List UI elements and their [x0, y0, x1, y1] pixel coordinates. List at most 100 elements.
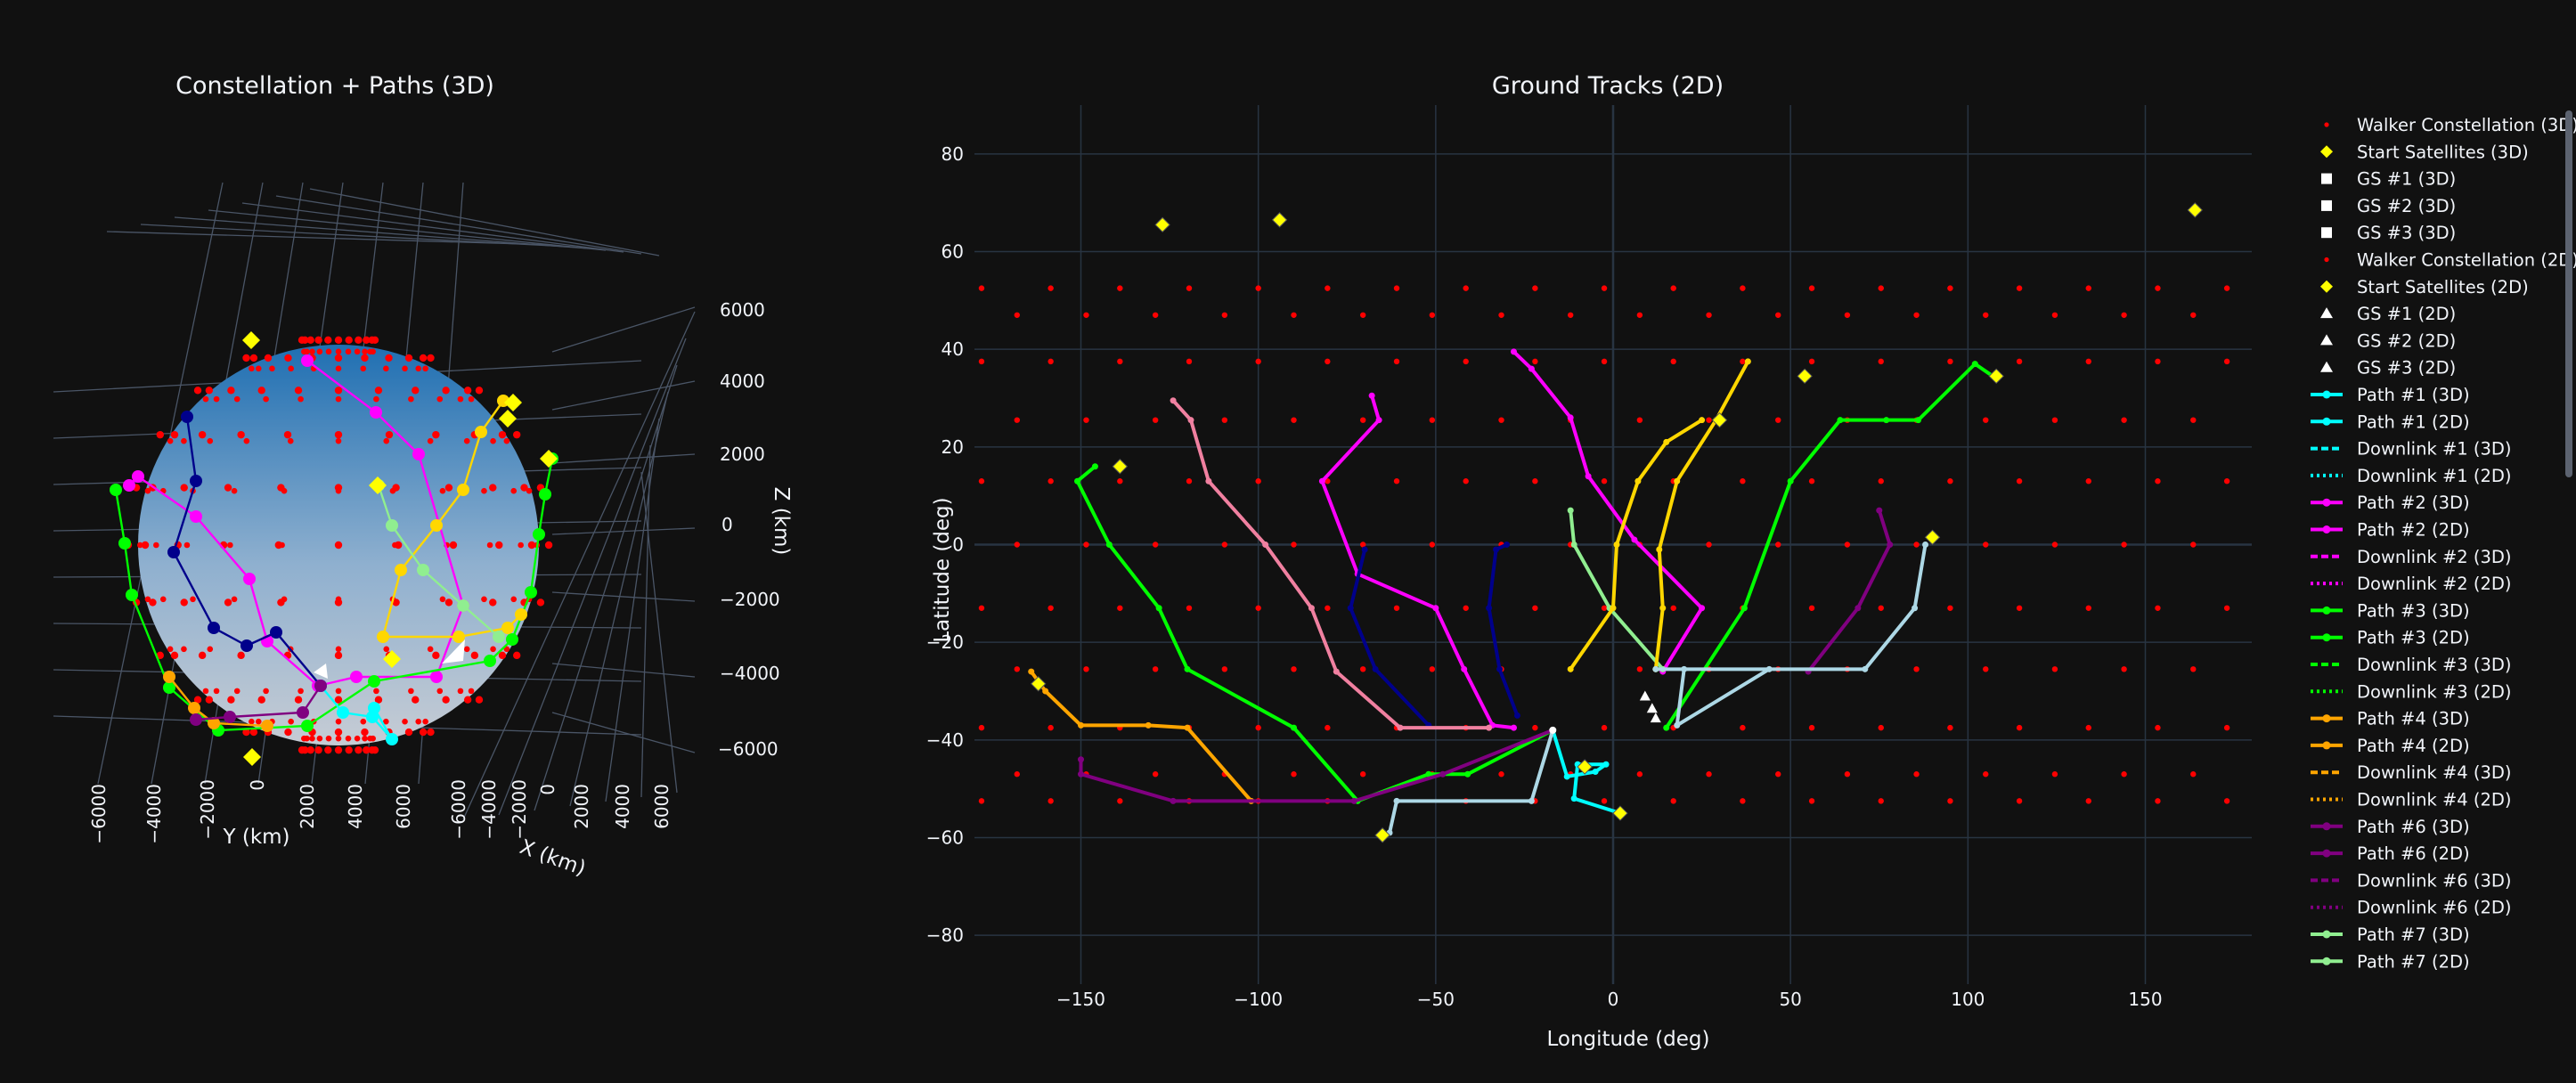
walker-satellite-3d [449, 541, 458, 550]
start-satellite-3d [243, 748, 261, 766]
start-satellite-marker [1154, 216, 1170, 233]
walker-satellite [2223, 478, 2230, 484]
walker-satellite [2155, 285, 2161, 291]
legend-item[interactable]: Path #1 (3D) [2311, 385, 2470, 405]
legend-item[interactable]: Downlink #3 (2D) [2311, 681, 2512, 702]
legend-item[interactable]: Downlink #6 (3D) [2311, 870, 2512, 891]
path-node [1291, 724, 1297, 731]
legend[interactable]: Walker Constellation (3D) Start Satellite… [2311, 110, 2576, 972]
walker-satellite-3d [306, 336, 314, 345]
path-node [1333, 668, 1340, 675]
walker-satellite [1083, 417, 1089, 423]
walker-satellite [1983, 771, 1989, 778]
walker-satellite-3d [404, 354, 413, 362]
walker-satellite-3d [242, 354, 250, 362]
legend-item[interactable]: GS #2 (2D) [2320, 330, 2456, 351]
path-node [1439, 770, 1447, 778]
walker-satellite-3d [363, 336, 371, 345]
walker-satellite-3d [237, 430, 245, 439]
walker-satellite [1706, 771, 1712, 778]
walker-satellite-3d [408, 395, 414, 403]
walker-satellite-3d [170, 430, 179, 439]
legend-item[interactable]: Path #3 (2D) [2311, 628, 2470, 648]
walker-satellite-3d [257, 696, 265, 704]
legend-symbol [2311, 714, 2343, 723]
path-node [1592, 768, 1599, 775]
chart-title-3d: Constellation + Paths (3D) [175, 72, 494, 100]
legend-item[interactable]: Downlink #2 (3D) [2311, 547, 2512, 567]
path-node [1883, 417, 1890, 424]
legend-label: Path #1 (3D) [2357, 385, 2470, 405]
walker-satellite-3d [314, 336, 322, 345]
path-node [1372, 665, 1379, 672]
path-node [1681, 665, 1688, 672]
walker-satellite-3d [544, 541, 553, 550]
walker-satellite-3d [249, 718, 255, 725]
walker-satellite-3d [335, 688, 342, 695]
walker-satellite [1359, 417, 1366, 423]
legend-item[interactable]: Path #3 (3D) [2311, 600, 2470, 621]
walker-satellite-3d [518, 542, 524, 549]
legend-item[interactable]: Downlink #2 (2D) [2311, 574, 2512, 594]
legend-item[interactable]: GS #3 (2D) [2320, 358, 2456, 379]
walker-satellite-3d [457, 688, 464, 695]
path-trace-3d [163, 671, 273, 732]
legend-item[interactable]: Path #2 (2D) [2311, 520, 2470, 541]
legend-symbol [2311, 849, 2343, 858]
start-satellite-marker [1374, 827, 1390, 843]
legend-scrollbar[interactable] [2565, 110, 2572, 477]
walker-satellite [1740, 798, 1746, 804]
legend-item[interactable]: Start Satellites (2D) [2320, 277, 2529, 297]
walker-satellite-3d [144, 487, 151, 494]
legend-item[interactable]: Downlink #6 (2D) [2311, 898, 2512, 918]
legend-item[interactable]: Path #6 (3D) [2311, 817, 2470, 837]
legend-item[interactable]: Path #2 (3D) [2311, 493, 2470, 513]
legend-item[interactable]: Path #4 (3D) [2311, 709, 2470, 729]
walker-satellite-3d [294, 696, 303, 704]
legend-item[interactable]: Downlink #4 (3D) [2311, 762, 2512, 783]
legend-item[interactable]: Downlink #4 (2D) [2311, 790, 2512, 810]
walker-satellite-3d [394, 541, 403, 550]
start-satellite-marker [1577, 759, 1593, 775]
legend-item[interactable]: Downlink #1 (3D) [2311, 439, 2512, 460]
legend-item[interactable]: Path #7 (3D) [2311, 924, 2470, 945]
walker-satellite-3d [439, 487, 446, 494]
walker-satellite-3d [355, 336, 363, 345]
path-node [1837, 417, 1844, 424]
legend-item[interactable]: GS #2 (3D) [2321, 196, 2456, 216]
legend-item[interactable]: Downlink #3 (3D) [2311, 655, 2512, 675]
path-line [1512, 350, 1704, 673]
walker-satellite-3d [363, 745, 371, 754]
legend-item[interactable]: Walker Constellation (2D) [2324, 250, 2576, 271]
path-node [1613, 542, 1620, 548]
walker-satellite [1706, 542, 1712, 548]
legend-item[interactable]: GS #1 (3D) [2321, 169, 2456, 190]
walker-satellite [1014, 417, 1021, 423]
legend-item[interactable]: Path #4 (2D) [2311, 736, 2470, 756]
walker-satellite [1601, 605, 1608, 611]
legend-item[interactable]: GS #3 (3D) [2321, 223, 2456, 243]
walker-satellite-3d [334, 354, 343, 362]
legend-label: Downlink #3 (2D) [2357, 681, 2512, 702]
walker-satellite-3d [205, 696, 214, 704]
legend-item[interactable]: Downlink #1 (2D) [2311, 466, 2512, 486]
x-tick-label: 50 [1779, 989, 1801, 1010]
walker-satellite-3d [536, 598, 545, 607]
legend-item[interactable]: Path #1 (2D) [2311, 411, 2470, 432]
path-node [1184, 724, 1191, 731]
ground-station-marker [1646, 703, 1658, 713]
path-node [1699, 417, 1706, 424]
ground-tracks-2d[interactable]: Ground Tracks (2D) −150 −100 −50 0 50 100 150 8… [926, 72, 2252, 1051]
legend-item[interactable]: Start Satellites (3D) [2320, 142, 2529, 162]
walker-satellite-3d [255, 718, 262, 725]
walker-satellite [1359, 771, 1366, 778]
legend-item[interactable]: Path #6 (2D) [2311, 843, 2470, 864]
legend-item[interactable]: Path #7 (2D) [2311, 951, 2470, 972]
legend-item[interactable]: GS #1 (2D) [2320, 304, 2456, 324]
walker-satellite-3d [181, 437, 187, 444]
start-satellite-3d [504, 394, 522, 411]
legend-item[interactable]: Walker Constellation (3D) [2324, 115, 2576, 135]
legend-symbol [2311, 741, 2343, 750]
scene-3d[interactable]: Constellation + Paths (3D) 6000 4000 2000 0… [53, 72, 793, 881]
